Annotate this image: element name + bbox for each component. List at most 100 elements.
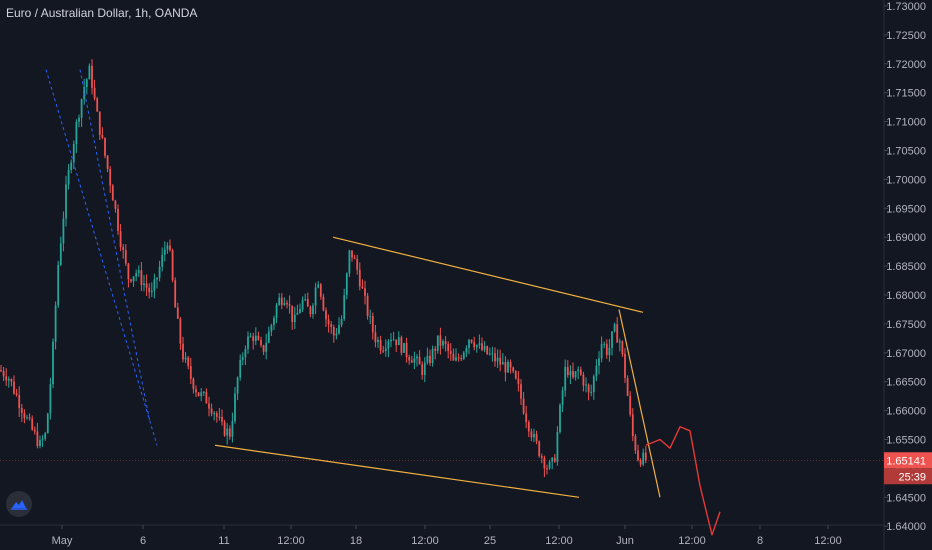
candle-body — [530, 431, 533, 438]
candle-body — [410, 360, 413, 363]
candle-body — [507, 361, 509, 373]
candle-body — [299, 309, 301, 314]
candle-body — [452, 353, 455, 361]
candle-body — [91, 65, 93, 88]
candle-body — [603, 343, 606, 345]
candle-body — [145, 283, 148, 288]
candle-body — [413, 358, 416, 363]
y-tick-label: 1.66000 — [886, 406, 926, 418]
candle-body — [608, 347, 611, 356]
candle-body — [189, 366, 192, 379]
candle-body — [78, 117, 80, 122]
candle-body — [605, 343, 608, 356]
candle-body — [161, 254, 164, 267]
upper-channel-trendline — [332, 236, 644, 313]
candle-body — [543, 457, 546, 469]
candle-body — [13, 381, 15, 394]
candle-body — [314, 287, 317, 306]
candle-body — [143, 283, 145, 285]
candle-body — [400, 337, 403, 353]
candle-body — [416, 356, 418, 359]
lower-channel-trendline — [214, 444, 580, 498]
candle-body — [475, 345, 478, 348]
candle-body — [182, 343, 184, 360]
candle-body — [356, 258, 359, 270]
candle-body — [36, 431, 39, 447]
candle-body — [520, 384, 522, 399]
candle-body — [101, 135, 104, 138]
candle-body — [447, 343, 450, 351]
candle-body — [442, 341, 444, 346]
candle-body — [540, 455, 543, 458]
candle-body — [88, 65, 91, 80]
candle-body — [592, 376, 595, 393]
candle-body — [244, 349, 247, 358]
candle-body — [551, 457, 554, 462]
candle-body — [119, 231, 122, 248]
candle-body — [124, 250, 127, 264]
candle-body — [634, 436, 637, 451]
candle-body — [426, 355, 429, 363]
candle-body — [171, 250, 174, 281]
candle-body — [494, 353, 496, 362]
candle-body — [52, 341, 54, 385]
y-tick-label: 1.70000 — [886, 174, 926, 186]
candle-body — [361, 286, 364, 289]
candle-body — [59, 243, 62, 265]
candle-body — [226, 428, 229, 436]
candle-body — [132, 276, 135, 282]
candle-body — [158, 266, 161, 278]
candle-body — [283, 303, 286, 305]
y-tick-label: 1.66500 — [886, 377, 926, 389]
candle-body — [626, 377, 629, 396]
candle-body — [335, 333, 338, 336]
candle-body — [104, 137, 106, 156]
candle-body — [28, 417, 31, 419]
candle-body — [54, 305, 57, 342]
candle-body — [184, 357, 187, 360]
candle-body — [470, 339, 473, 343]
candle-body — [15, 393, 18, 395]
candle-body — [257, 335, 260, 340]
candle-body — [598, 358, 600, 366]
candle-body — [582, 374, 585, 386]
candle-body — [491, 353, 494, 355]
candle-body — [499, 357, 502, 365]
candle-body — [41, 438, 44, 440]
candle-body — [377, 339, 379, 343]
candle-body — [202, 391, 205, 393]
candle-body — [455, 357, 457, 361]
candle-body — [577, 369, 580, 372]
y-tick-label: 1.68500 — [886, 261, 926, 273]
candle-body — [114, 200, 117, 209]
candle-body — [192, 378, 195, 390]
candle-body — [457, 357, 460, 359]
candle-body — [148, 287, 151, 293]
candle-body — [338, 325, 340, 334]
x-tick-label: 25 — [484, 535, 496, 547]
candle-body — [127, 263, 130, 280]
x-tick-label: May — [52, 535, 73, 547]
candle-body — [291, 305, 294, 323]
candle-body — [44, 433, 47, 439]
candle-body — [637, 450, 639, 461]
candle-body — [23, 413, 26, 419]
candle-body — [564, 366, 567, 391]
candle-body — [465, 347, 468, 353]
tradingview-logo[interactable] — [6, 491, 32, 517]
candle-body — [501, 362, 504, 365]
candle-body — [374, 332, 377, 343]
candle-body — [585, 384, 587, 386]
candle-body — [83, 86, 86, 100]
candle-body — [205, 391, 208, 404]
candle-body — [75, 121, 78, 145]
candle-body — [93, 87, 96, 99]
candle-body — [611, 331, 613, 348]
candle-body — [150, 290, 153, 293]
candle-body — [486, 346, 489, 354]
candle-body — [325, 310, 327, 320]
candle-body — [483, 346, 486, 350]
candle-body — [208, 403, 210, 409]
